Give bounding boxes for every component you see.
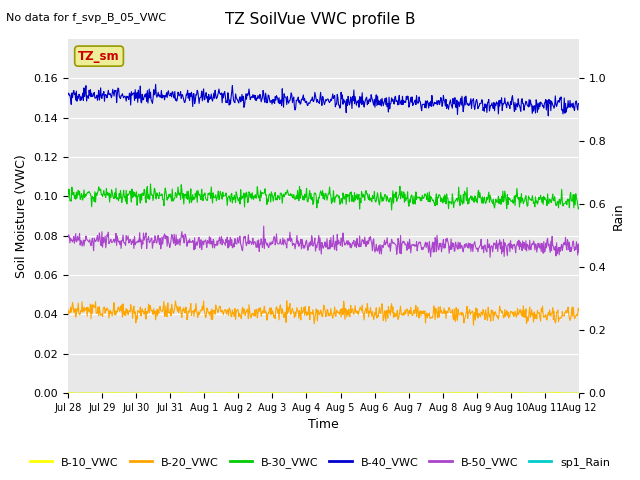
Text: TZ SoilVue VWC profile B: TZ SoilVue VWC profile B <box>225 12 415 27</box>
Text: TZ_sm: TZ_sm <box>78 49 120 62</box>
Legend: B-10_VWC, B-20_VWC, B-30_VWC, B-40_VWC, B-50_VWC, sp1_Rain: B-10_VWC, B-20_VWC, B-30_VWC, B-40_VWC, … <box>25 452 615 472</box>
Y-axis label: Rain: Rain <box>612 202 625 230</box>
Text: No data for f_svp_B_05_VWC: No data for f_svp_B_05_VWC <box>6 12 166 23</box>
X-axis label: Time: Time <box>308 419 339 432</box>
Y-axis label: Soil Moisture (VWC): Soil Moisture (VWC) <box>15 154 28 278</box>
